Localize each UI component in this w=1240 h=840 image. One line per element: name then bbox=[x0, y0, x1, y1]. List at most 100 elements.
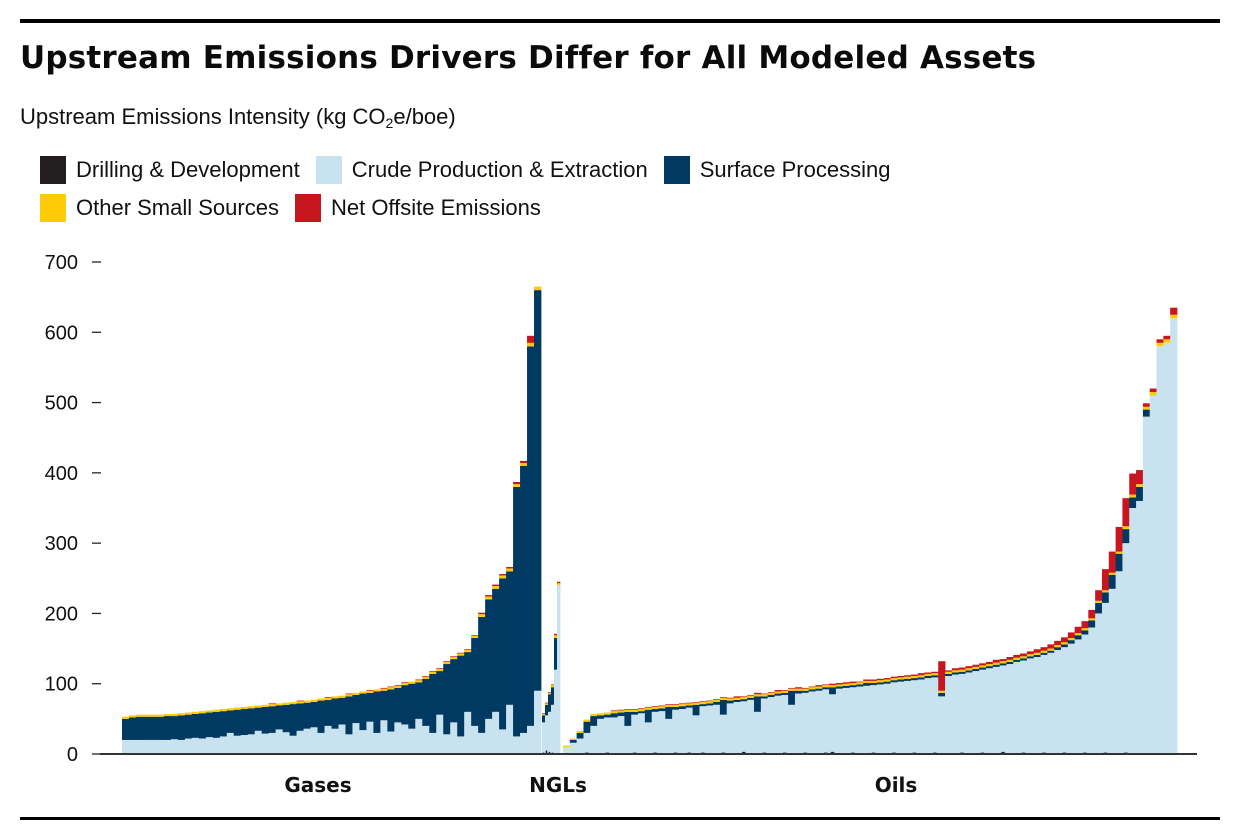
bar-segment-surface-processing bbox=[415, 682, 423, 719]
bar-segment-crude-production bbox=[1095, 613, 1103, 754]
bar-segment-other-small bbox=[499, 575, 507, 579]
y-tick-label: 700 bbox=[45, 252, 78, 274]
bar-segment-net-offsite bbox=[794, 687, 803, 689]
bar-segment-other-small bbox=[156, 714, 165, 717]
bar-segment-other-small bbox=[1040, 650, 1048, 653]
bar-segment-crude-production bbox=[740, 701, 748, 754]
bar-segment-other-small bbox=[590, 713, 598, 717]
bar-segment-surface-processing bbox=[726, 700, 734, 704]
bar-segment-net-offsite bbox=[1101, 569, 1110, 591]
bar-segment-surface-processing bbox=[835, 686, 844, 689]
bar-segment-other-small bbox=[135, 714, 144, 717]
bar-segment-net-offsite bbox=[965, 666, 973, 669]
bar-segment-net-offsite bbox=[471, 635, 479, 636]
bar-segment-other-small bbox=[464, 649, 472, 653]
legend-swatch-surface-processing bbox=[663, 156, 690, 184]
bar-segment-crude-production bbox=[822, 689, 830, 754]
bar-segment-crude-production bbox=[1040, 654, 1048, 754]
bar-segment-surface-processing bbox=[569, 739, 578, 743]
bar-segment-crude-production bbox=[958, 673, 966, 754]
bar-segment-crude-production bbox=[1074, 639, 1082, 754]
bar-segment-crude-production bbox=[310, 727, 318, 754]
bar-segment-crude-production bbox=[506, 704, 514, 754]
bar-segment-crude-production bbox=[520, 732, 528, 754]
bar-segment-other-small bbox=[985, 664, 994, 667]
bar-segment-surface-processing bbox=[597, 715, 605, 719]
bar-segment-net-offsite bbox=[457, 652, 465, 654]
bar-segment-surface-processing bbox=[945, 673, 953, 676]
bar-segment-crude-production bbox=[658, 711, 666, 754]
bar-segment-other-small bbox=[1170, 314, 1178, 319]
bar-segment-other-small bbox=[177, 713, 186, 716]
bar-segment-crude-production bbox=[931, 677, 939, 754]
bar-segment-other-small bbox=[1013, 657, 1021, 660]
bar-segment-other-small bbox=[597, 713, 605, 716]
bar-segment-other-small bbox=[142, 714, 151, 717]
bar-segment-surface-processing bbox=[296, 703, 304, 731]
bar-segment-surface-processing bbox=[303, 702, 311, 729]
bar-segment-surface-processing bbox=[808, 689, 816, 692]
bar-segment-net-offsite bbox=[938, 661, 946, 691]
y-tick-label: 200 bbox=[45, 603, 78, 625]
bar-segment-other-small bbox=[545, 703, 549, 705]
bar-segment-other-small bbox=[692, 702, 700, 705]
bar-segment-net-offsite bbox=[945, 670, 953, 672]
bar-segment-surface-processing bbox=[1115, 553, 1123, 572]
bar-segment-crude-production bbox=[897, 681, 905, 754]
bar-segment-other-small bbox=[485, 596, 493, 600]
bar-segment-net-offsite bbox=[644, 706, 653, 708]
bar-segment-surface-processing bbox=[672, 706, 680, 710]
legend-label-drilling: Drilling & Development bbox=[76, 157, 300, 182]
bar-segment-crude-production bbox=[603, 717, 612, 754]
bar-segment-crude-production bbox=[754, 711, 762, 754]
bar-segment-crude-production bbox=[373, 732, 381, 754]
bar-segment-net-offsite bbox=[931, 671, 939, 674]
bar-segment-other-small bbox=[436, 668, 444, 672]
bar-segment-other-small bbox=[945, 671, 953, 674]
bar-segment-other-small bbox=[842, 683, 850, 686]
bar-segment-crude-production bbox=[1170, 318, 1178, 754]
bar-segment-net-offsite bbox=[542, 713, 546, 714]
bar-segment-crude-production bbox=[678, 709, 687, 754]
bar-segment-net-offsite bbox=[1040, 647, 1048, 651]
bar-segment-surface-processing bbox=[910, 678, 919, 681]
bar-segment-other-small bbox=[380, 688, 388, 691]
bar-segment-other-small bbox=[610, 711, 618, 714]
bar-segment-crude-production bbox=[443, 734, 451, 754]
bar-segment-crude-production bbox=[883, 683, 891, 754]
bar-segment-crude-production bbox=[617, 716, 625, 754]
bar-segment-other-small bbox=[829, 685, 837, 688]
bar-segment-surface-processing bbox=[849, 685, 857, 688]
bar-segment-other-small bbox=[822, 685, 830, 688]
bar-segment-surface-processing bbox=[142, 716, 151, 740]
bar-segment-net-offsite bbox=[740, 696, 748, 698]
bar-segment-surface-processing bbox=[815, 688, 823, 691]
bar-segment-crude-production bbox=[275, 729, 284, 754]
bar-segment-crude-production bbox=[945, 675, 953, 754]
bar-segment-other-small bbox=[1074, 633, 1082, 636]
bar-segment-net-offsite bbox=[842, 682, 850, 684]
bar-segment-net-offsite bbox=[1006, 657, 1014, 660]
x-group-label-gases: Gases bbox=[284, 773, 351, 797]
bar-segment-crude-production bbox=[726, 703, 734, 754]
bar-segment-surface-processing bbox=[685, 705, 694, 708]
bar-segment-crude-production bbox=[829, 694, 837, 754]
bar-segment-other-small bbox=[1006, 659, 1014, 662]
bar-segment-crude-production bbox=[205, 737, 214, 754]
y-tick-label: 400 bbox=[45, 463, 78, 485]
bar-segment-crude-production bbox=[233, 735, 242, 754]
bar-segment-surface-processing bbox=[499, 578, 507, 730]
bar-segment-surface-processing bbox=[760, 696, 769, 699]
bar-segment-crude-production bbox=[863, 685, 871, 754]
bar-segment-surface-processing bbox=[842, 685, 850, 688]
bar-segment-crude-production bbox=[713, 704, 721, 754]
bar-segment-surface-processing bbox=[1074, 635, 1082, 640]
bar-segment-surface-processing bbox=[429, 673, 437, 733]
legend-item-surface-processing: Surface Processing bbox=[663, 156, 890, 184]
bar-segment-surface-processing bbox=[965, 670, 973, 673]
bar-segment-other-small bbox=[122, 716, 130, 719]
bar-segment-surface-processing bbox=[1081, 630, 1089, 635]
y-tick-label: 100 bbox=[45, 674, 78, 696]
bar-segment-surface-processing bbox=[205, 712, 214, 738]
bar-segment-other-small bbox=[520, 463, 528, 466]
